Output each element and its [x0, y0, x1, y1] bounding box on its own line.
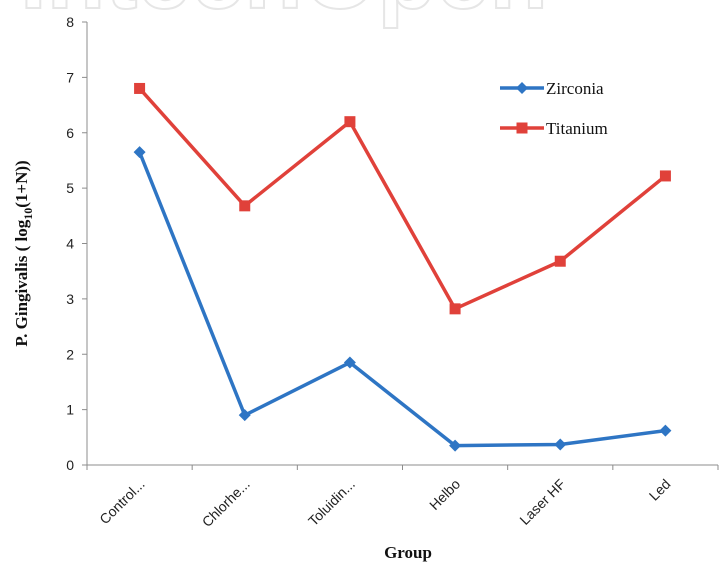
legend-label-zirconia: Zirconia — [546, 79, 604, 98]
x-tick-label: Chlorhe... — [199, 476, 253, 530]
y-axis-title-end: (1+N)) — [12, 160, 31, 207]
data-point-titanium — [449, 303, 461, 315]
y-tick-label: 8 — [66, 14, 74, 30]
data-point-zirconia — [238, 409, 251, 422]
data-point-titanium — [134, 82, 146, 94]
x-tick-label: Led — [646, 476, 674, 504]
y-tick-label: 5 — [66, 180, 74, 196]
y-tick-label: 2 — [66, 346, 74, 362]
legend-item-titanium: Titanium — [500, 119, 608, 138]
y-tick-label: 0 — [66, 457, 74, 473]
y-tick-label: 6 — [66, 125, 74, 141]
data-point-titanium — [239, 200, 251, 212]
x-tick-label: Helbo — [426, 476, 463, 513]
y-tick-label: 1 — [66, 402, 74, 418]
data-point-zirconia — [449, 439, 462, 452]
legend-marker-titanium — [516, 122, 528, 134]
data-point-zirconia — [133, 146, 146, 159]
y-tick-label: 3 — [66, 291, 74, 307]
plot-area: 0 1 2 3 4 5 6 7 8 Control... Chlorhe... Toluidin...… — [66, 14, 719, 530]
legend: Zirconia Titanium — [500, 79, 608, 138]
data-point-zirconia — [343, 356, 356, 369]
y-axis-title-main: P. Gingivalis ( log — [12, 219, 31, 346]
y-axis-title-subscript: 10 — [21, 208, 35, 220]
y-axis-title: P. Gingivalis ( log10(1+N)) — [12, 160, 35, 346]
x-tick-label: Laser HF — [516, 476, 568, 528]
series-line-titanium — [137, 86, 668, 311]
data-point-titanium — [344, 116, 356, 128]
x-axis-title: Group — [384, 543, 432, 562]
y-tick-label: 4 — [66, 236, 74, 252]
legend-marker-zirconia — [516, 82, 528, 94]
data-point-zirconia — [554, 438, 567, 451]
x-tick-label: Toluidin... — [305, 476, 358, 529]
watermark: IntechOpen — [20, 0, 548, 29]
legend-label-titanium: Titanium — [546, 119, 608, 138]
data-point-titanium — [659, 170, 671, 182]
series-line-zirconia — [137, 150, 668, 448]
y-tick-label: 7 — [66, 69, 74, 85]
legend-item-zirconia: Zirconia — [500, 79, 604, 98]
x-tick-label: Control... — [96, 476, 147, 527]
data-point-titanium — [554, 255, 566, 267]
data-point-zirconia — [659, 424, 672, 437]
